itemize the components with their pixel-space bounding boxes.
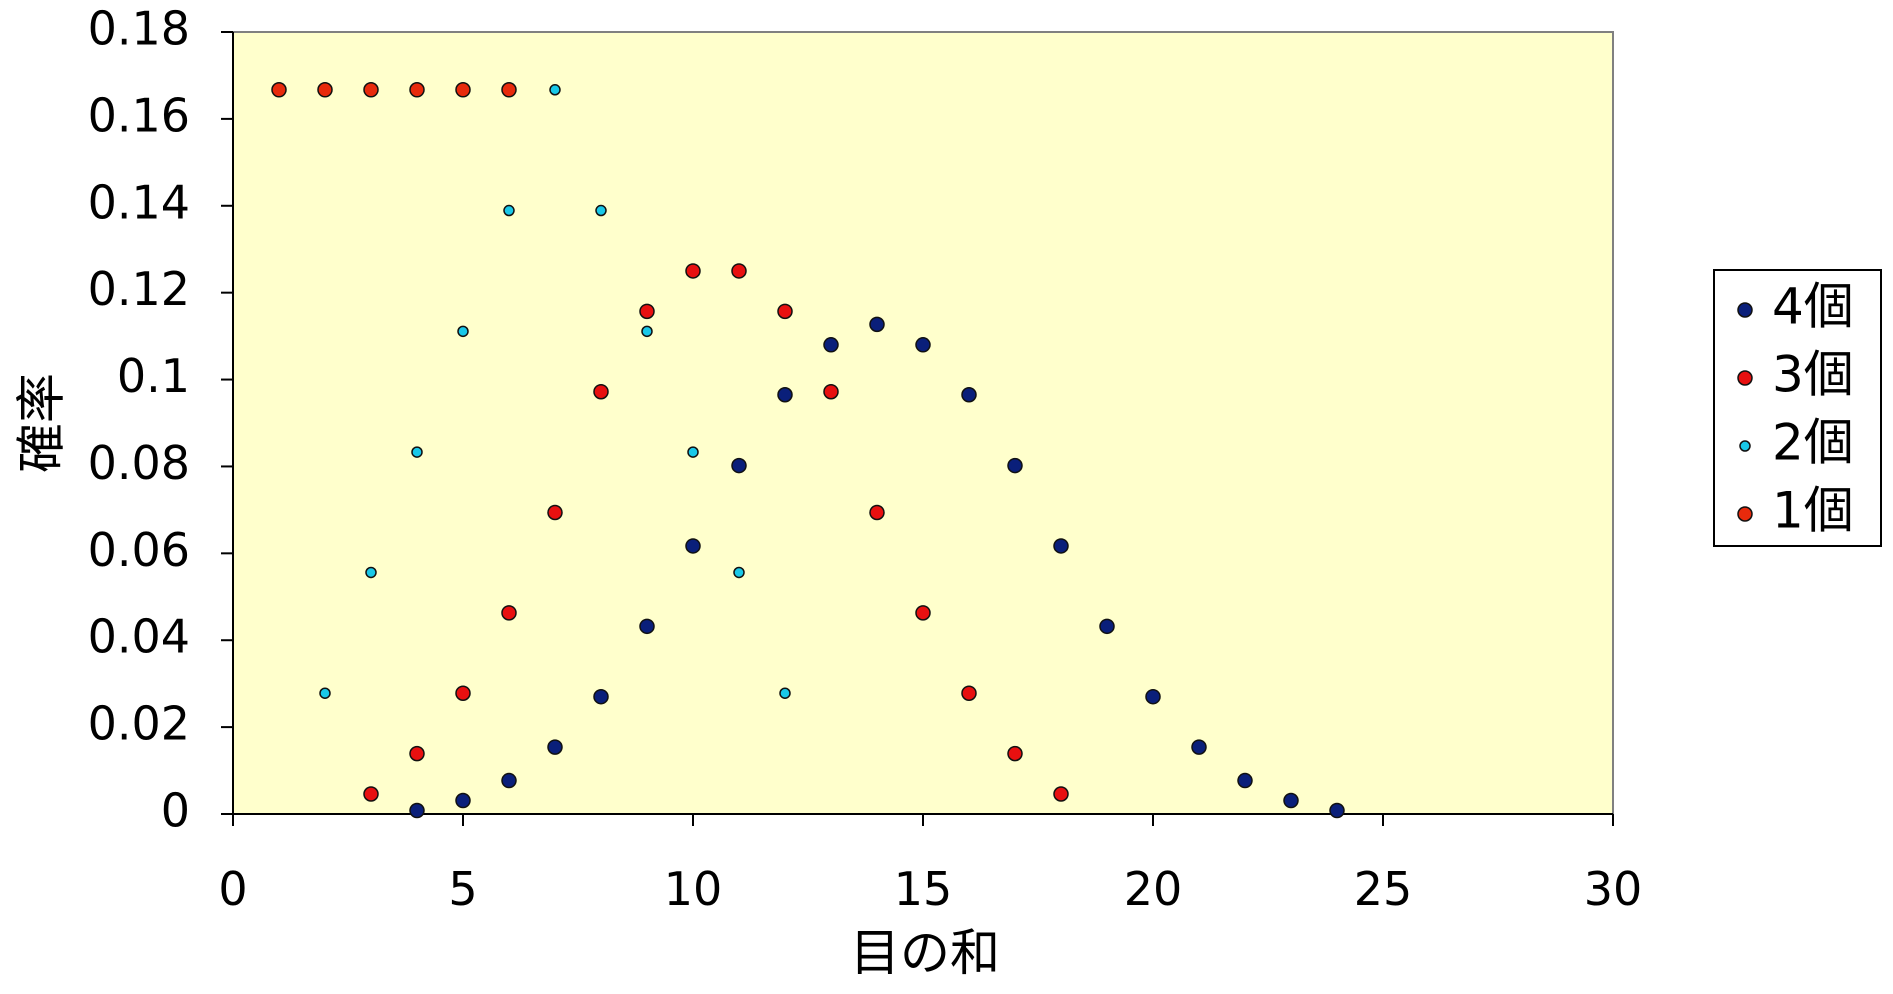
data-point-1 <box>777 387 793 403</box>
x-tick-label: 25 <box>1354 862 1413 916</box>
legend-marker <box>1737 370 1753 386</box>
legend-marker <box>1737 302 1753 318</box>
y-axis-ticks: 0 0.02 0.04 0.06 0.08 0.1 0.12 0.14 0.16 0.18 <box>88 2 233 838</box>
x-tick-label: 0 <box>218 862 247 916</box>
data-point-1 <box>685 538 701 554</box>
data-point-2 <box>777 303 793 320</box>
legend-label: 1個 <box>1772 482 1854 540</box>
y-tick-label: 0.1 <box>117 349 190 403</box>
data-point-1 <box>1007 457 1023 474</box>
x-tick-label: 30 <box>1584 862 1643 916</box>
data-point-1 <box>409 802 425 819</box>
data-point-2 <box>501 605 517 621</box>
legend-label: 3個 <box>1772 346 1854 404</box>
data-point-2 <box>455 685 471 701</box>
data-point-1 <box>1237 772 1253 789</box>
data-point-3 <box>733 566 745 579</box>
data-point-2 <box>1007 745 1023 762</box>
data-point-1 <box>639 618 655 635</box>
data-point-2 <box>409 745 425 762</box>
x-tick-label: 15 <box>894 862 953 916</box>
data-point-1 <box>823 337 839 353</box>
y-tick-label: 0.08 <box>88 436 190 490</box>
x-tick-label: 20 <box>1124 862 1183 916</box>
legend-label: 2個 <box>1772 414 1854 472</box>
data-point-4 <box>455 82 471 98</box>
y-tick-label: 0.04 <box>88 610 190 664</box>
data-points <box>271 82 1345 819</box>
x-tick-label: 5 <box>448 862 477 916</box>
data-point-2 <box>639 303 655 320</box>
x-axis-title: 目の和 <box>850 924 1000 982</box>
x-axis-ticks: 0 5 10 15 20 25 30 <box>218 814 1642 916</box>
data-point-1 <box>593 688 609 705</box>
data-point-3 <box>549 84 561 96</box>
data-point-3 <box>687 446 699 458</box>
data-point-3 <box>319 687 331 699</box>
y-tick-label: 0 <box>161 784 190 838</box>
data-point-1 <box>1191 739 1207 755</box>
data-point-2 <box>547 504 563 521</box>
plot-area <box>232 31 1614 815</box>
y-tick-label: 0.06 <box>88 523 190 577</box>
data-point-2 <box>823 383 839 400</box>
data-point-4 <box>317 82 333 98</box>
legend-label: 4個 <box>1772 278 1854 336</box>
data-point-1 <box>1329 802 1345 819</box>
data-point-3 <box>779 687 791 699</box>
data-point-3 <box>641 325 653 338</box>
y-tick-label: 0.02 <box>88 697 190 751</box>
data-point-2 <box>869 504 885 521</box>
x-tick-label: 10 <box>664 862 723 916</box>
data-point-4 <box>363 82 379 98</box>
data-point-3 <box>457 325 469 338</box>
data-point-2 <box>685 263 701 279</box>
data-point-1 <box>1145 688 1161 705</box>
data-point-1 <box>1053 538 1069 554</box>
data-point-1 <box>1283 792 1299 809</box>
data-point-3 <box>595 204 607 217</box>
data-point-1 <box>501 772 517 789</box>
y-axis-title: 確率 <box>13 373 71 473</box>
data-point-2 <box>363 786 379 802</box>
data-point-2 <box>961 685 977 701</box>
data-point-1 <box>1099 618 1115 635</box>
y-tick-label: 0.14 <box>88 175 190 229</box>
data-point-1 <box>455 792 471 809</box>
legend-marker <box>1737 506 1753 522</box>
data-point-3 <box>503 204 515 217</box>
legend-marker <box>1739 440 1751 452</box>
legend: 4個 3個 2個 1個 <box>1713 269 1882 547</box>
data-point-4 <box>501 82 517 98</box>
y-tick-label: 0.16 <box>88 88 190 142</box>
data-point-2 <box>1053 786 1069 802</box>
y-tick-label: 0.12 <box>88 262 190 316</box>
data-point-2 <box>593 383 609 400</box>
data-point-1 <box>915 337 931 353</box>
y-tick-label: 0.18 <box>88 2 190 56</box>
data-point-2 <box>731 263 747 279</box>
data-point-4 <box>271 82 287 98</box>
data-point-2 <box>915 605 931 621</box>
data-point-1 <box>961 387 977 403</box>
data-point-1 <box>547 739 563 755</box>
data-point-1 <box>869 316 885 333</box>
data-point-3 <box>411 446 423 458</box>
data-point-3 <box>365 566 377 579</box>
data-point-1 <box>731 457 747 474</box>
data-point-4 <box>409 82 425 98</box>
